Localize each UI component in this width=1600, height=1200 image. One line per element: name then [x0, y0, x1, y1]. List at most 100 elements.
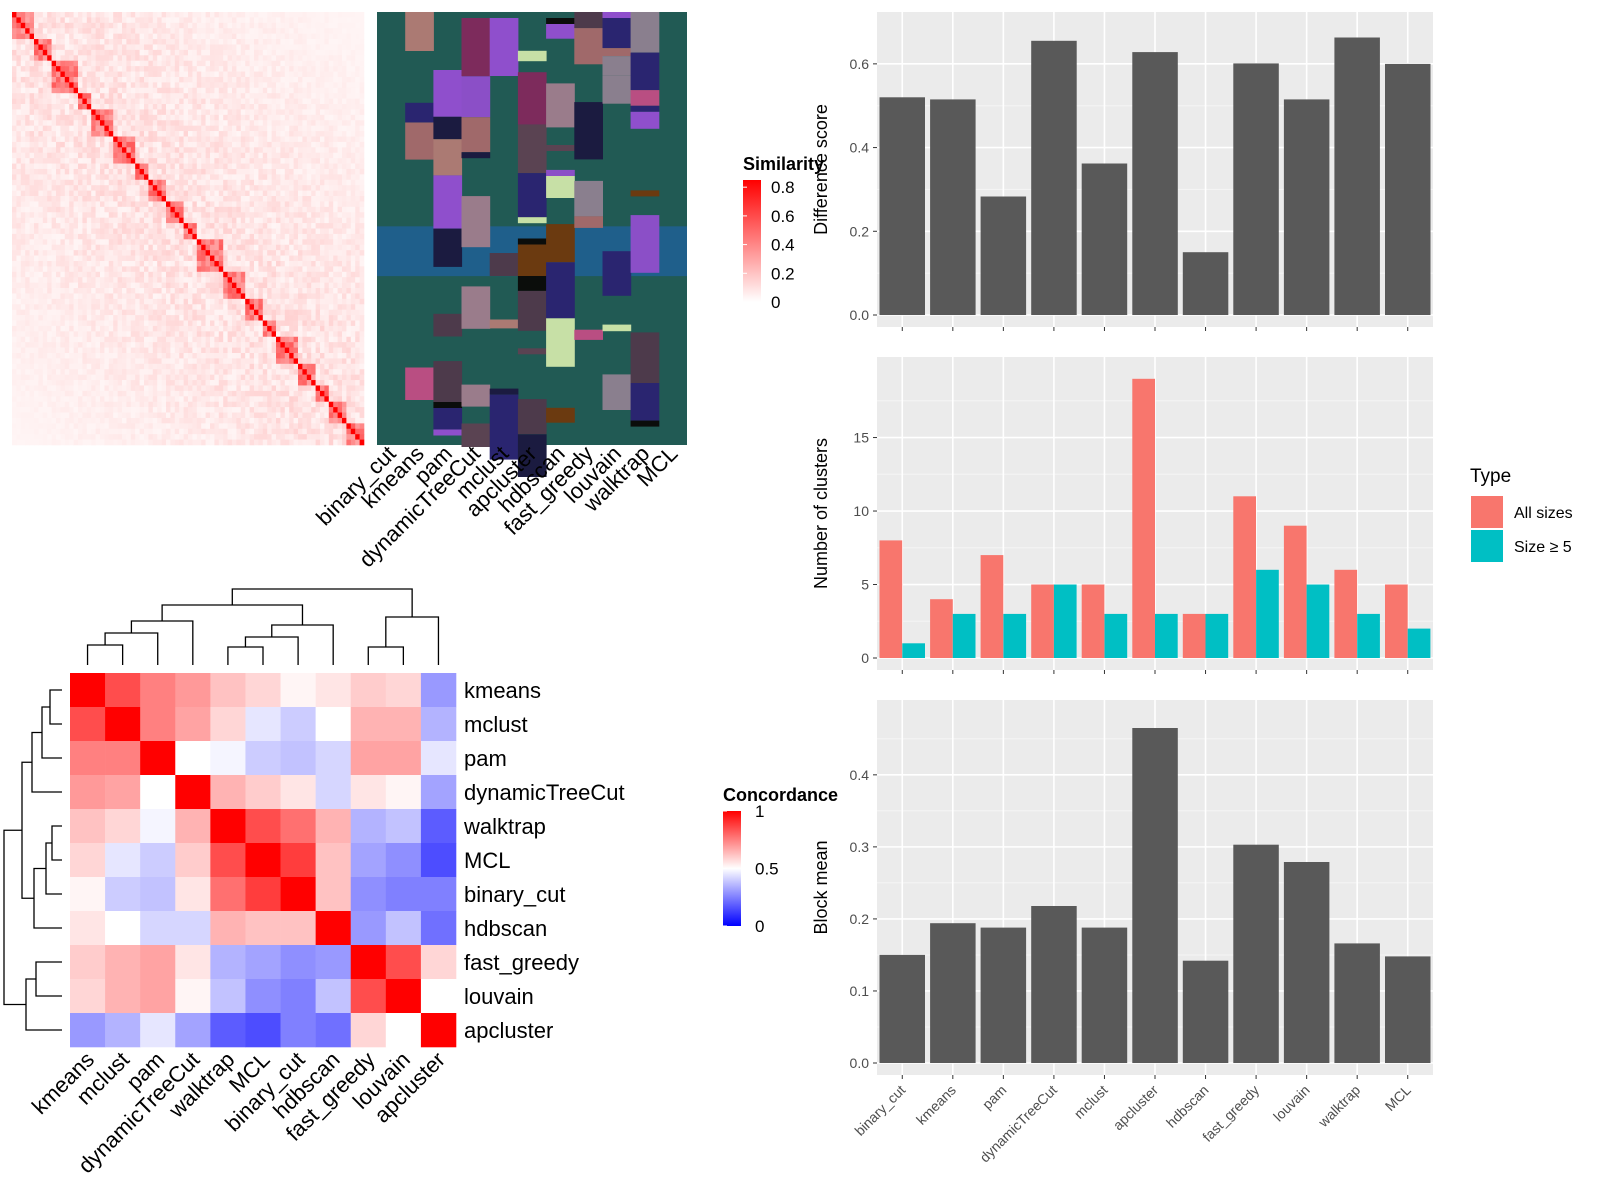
- concordance-cell: [385, 843, 422, 878]
- concordance-cell: [175, 809, 211, 844]
- concordance-row-label: pam: [464, 746, 507, 771]
- concordance-cell: [210, 979, 246, 1014]
- bar: [879, 540, 903, 658]
- concordance-cell: [280, 911, 316, 946]
- y-tick-label: 0: [861, 650, 869, 666]
- concordance-cell: [280, 809, 316, 844]
- bar: [1182, 613, 1206, 658]
- bar: [1031, 584, 1054, 658]
- concordance-cell: [70, 1013, 106, 1048]
- bar: [1132, 378, 1155, 658]
- bar: [1283, 525, 1307, 658]
- concordance-cell: [245, 775, 281, 810]
- bar: [980, 196, 1027, 315]
- concordance-cell: [210, 877, 246, 912]
- concordance-cell: [280, 741, 316, 776]
- number-of-clusters-chart: 0 5 10 15 Number of clusters: [811, 357, 1433, 674]
- concordance-cell: [385, 741, 422, 776]
- concordance-cell: [210, 1013, 246, 1048]
- bar: [1357, 613, 1380, 658]
- bar: [1233, 496, 1256, 658]
- concordance-cell: [315, 1013, 352, 1048]
- concordance-cell: [350, 945, 387, 980]
- concordance-cell: [140, 1013, 176, 1048]
- x-tick-label: mclust: [1071, 1082, 1111, 1122]
- concordance-dendrogram: [3, 588, 440, 1031]
- concordance-cell: [70, 673, 106, 708]
- concordance-cell: [420, 809, 457, 844]
- bar: [1385, 584, 1408, 658]
- concordance-legend-tick: 1: [755, 802, 764, 821]
- y-tick-label: 0.1: [850, 983, 870, 999]
- x-tick-label: kmeans: [913, 1082, 959, 1128]
- concordance-row-label: hdbscan: [464, 916, 547, 941]
- concordance-cell: [70, 707, 106, 742]
- concordance-cell: [245, 1013, 281, 1048]
- concordance-cell: [70, 741, 106, 776]
- concordance-legend-title: Concordance: [723, 785, 838, 805]
- y-axis-title: Block mean: [811, 840, 831, 934]
- bar: [1385, 63, 1431, 316]
- y-tick-label: 10: [853, 503, 869, 519]
- concordance-cell: [385, 809, 422, 844]
- concordance-cell: [350, 911, 387, 946]
- similarity-legend-tick: 0.8: [771, 178, 795, 197]
- concordance-cell: [315, 945, 352, 980]
- concordance-cell: [105, 843, 141, 878]
- bar: [930, 99, 976, 316]
- concordance-cell: [175, 775, 211, 810]
- x-tick-label: MCL: [1382, 1082, 1414, 1114]
- concordance-cell: [70, 809, 106, 844]
- concordance-cell: [385, 911, 422, 946]
- concordance-cell: [350, 741, 387, 776]
- type-legend-title: Type: [1470, 466, 1511, 487]
- concordance-cell: [140, 843, 176, 878]
- concordance-cell: [350, 877, 387, 912]
- concordance-cell: [245, 979, 281, 1014]
- concordance-cell: [140, 877, 176, 912]
- bar: [1031, 40, 1077, 316]
- y-tick-label: 15: [853, 430, 869, 446]
- x-tick-label: louvain: [1270, 1082, 1313, 1125]
- concordance-cell: [70, 979, 106, 1014]
- bar: [930, 599, 953, 658]
- concordance-cell: [105, 979, 141, 1014]
- bar: [1081, 584, 1105, 658]
- concordance-cell: [245, 911, 281, 946]
- concordance-cell: [175, 1013, 211, 1048]
- concordance-cell: [385, 945, 422, 980]
- bar: [1334, 943, 1380, 1063]
- concordance-cell: [280, 707, 316, 742]
- similarity-legend-tick: 0.4: [771, 236, 795, 255]
- concordance-cell: [385, 673, 422, 708]
- bar: [1132, 52, 1178, 315]
- cluster-column-labels: binary_cutkmeanspamdynamicTreeCutmclusta…: [311, 441, 682, 572]
- concordance-cell: [175, 673, 211, 708]
- bar: [1003, 613, 1027, 658]
- x-tick-label: walktrap: [1314, 1082, 1363, 1131]
- concordance-row-label: MCL: [464, 848, 510, 873]
- concordance-cell: [420, 843, 457, 878]
- concordance-cell: [105, 877, 141, 912]
- concordance-cell: [210, 809, 246, 844]
- concordance-cell: [420, 741, 457, 776]
- concordance-cell: [245, 809, 281, 844]
- concordance-cell: [140, 775, 176, 810]
- similarity-legend-title: Similarity: [743, 154, 824, 174]
- legend-label: All sizes: [1514, 505, 1573, 522]
- bar: [1407, 628, 1431, 658]
- x-tick-label: hdbscan: [1163, 1082, 1212, 1131]
- concordance-cell: [280, 979, 316, 1014]
- bar: [980, 555, 1004, 658]
- bar: [1031, 906, 1077, 1063]
- concordance-row-label: walktrap: [463, 814, 546, 839]
- y-tick-label: 0.0: [850, 307, 870, 323]
- concordance-row-label: mclust: [464, 712, 528, 737]
- y-tick-label: 0.4: [850, 767, 870, 783]
- concordance-cell: [210, 741, 246, 776]
- concordance-cell: [105, 911, 141, 946]
- concordance-cell: [140, 741, 176, 776]
- concordance-cell: [280, 1013, 316, 1048]
- concordance-cell: [315, 775, 352, 810]
